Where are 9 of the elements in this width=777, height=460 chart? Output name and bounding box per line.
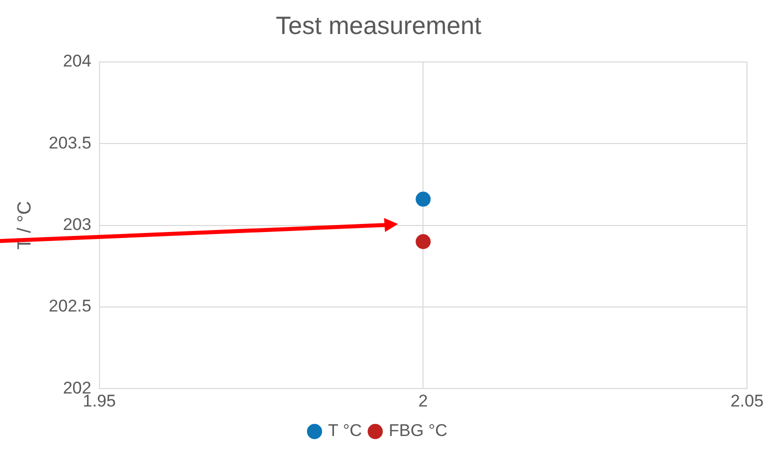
- y-tick-label: 203: [62, 214, 92, 234]
- x-tick-label: 2.05: [730, 391, 764, 410]
- chart-title: Test measurement: [276, 12, 482, 40]
- y-tick-label: 202.5: [48, 296, 92, 316]
- y-tick-label: 203.5: [48, 133, 92, 152]
- y-tick-label: 204: [62, 52, 92, 71]
- legend-label: FBG °C: [388, 421, 448, 440]
- legend-label: T °C: [328, 421, 362, 440]
- x-tick-label: 2: [418, 391, 428, 410]
